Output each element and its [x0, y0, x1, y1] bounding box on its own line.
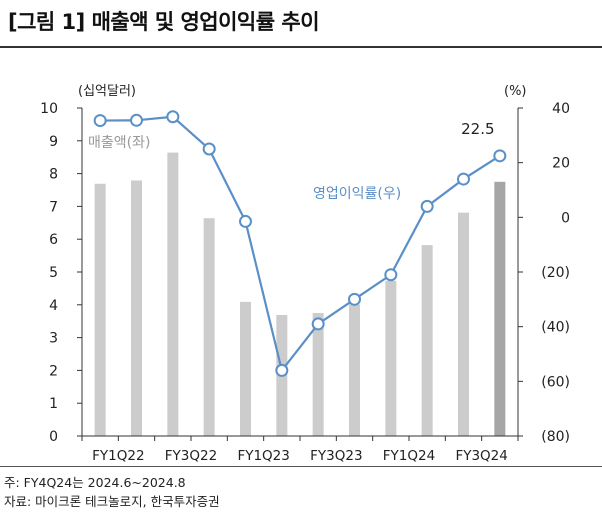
- bar-FY3Q24: [458, 212, 469, 436]
- margin-point-FY2Q23: [275, 363, 289, 377]
- margin-point-FY1Q23: [239, 214, 252, 228]
- right-tick-label: 40: [552, 101, 570, 117]
- bar-FY4Q24: [494, 181, 506, 436]
- x-tick-label: FY3Q22: [165, 448, 217, 464]
- left-tick-label: 8: [49, 167, 58, 183]
- right-tick-label: (80): [541, 429, 570, 445]
- title-divider: [0, 46, 602, 48]
- bar-FY3Q23: [312, 313, 324, 436]
- margin-point-FY2Q22: [130, 113, 143, 127]
- left-tick-label: 5: [49, 265, 58, 281]
- left-tick-label: 3: [49, 331, 58, 347]
- bar-FY3Q22: [167, 152, 179, 436]
- margin-point-FY3Q23: [311, 317, 325, 331]
- left-tick-label: 4: [49, 298, 58, 314]
- data-label: 22.5: [461, 120, 494, 138]
- series-label-revenue: 매출액(좌): [88, 135, 150, 151]
- chart: 0 1 2 3 4 5 6 7 8 9 10 (80) (60) (40) (20) 0 20 40 FY1Q22 F…: [40, 84, 570, 464]
- left-tick-label: 2: [49, 363, 58, 379]
- left-tick-label: 7: [49, 199, 58, 215]
- left-tick-label: 9: [49, 134, 58, 150]
- left-axis-unit: (십억달러): [78, 84, 136, 99]
- margin-line: [100, 115, 501, 373]
- margin-point-FY4Q23: [348, 292, 361, 306]
- x-tick-label: FY3Q23: [310, 448, 362, 464]
- margin-point-FY3Q22: [166, 110, 180, 124]
- bar-FY1Q23: [240, 301, 251, 436]
- right-tick-label: (40): [541, 320, 570, 336]
- bar-FY2Q24: [421, 245, 433, 436]
- right-tick-label: 0: [561, 210, 570, 226]
- right-axis-unit: (%): [504, 84, 527, 99]
- footnote: 주: FY4Q24는 2024.6~2024.8: [4, 475, 186, 490]
- left-tick-label: 1: [49, 396, 58, 412]
- margin-point-FY3Q24: [457, 172, 470, 186]
- x-tick-label: FY3Q24: [455, 448, 507, 464]
- x-tick-label: FY1Q23: [237, 448, 289, 464]
- bar-FY1Q24: [385, 280, 397, 436]
- series-label-margin: 영업이익률(우): [313, 186, 401, 202]
- bar-FY4Q22: [203, 218, 215, 436]
- figure-title: [그림 1] 매출액 및 영업이익률 추이: [8, 10, 320, 34]
- left-tick-label: 6: [49, 232, 58, 248]
- bar-FY2Q22: [131, 180, 142, 436]
- bar-FY4Q23: [349, 304, 360, 436]
- margin-point-FY4Q24: [493, 149, 507, 163]
- margin-point-FY4Q22: [202, 142, 216, 156]
- right-tick-label: (20): [541, 265, 570, 281]
- left-tick-label: 10: [40, 101, 58, 117]
- margin-point-FY2Q24: [420, 199, 434, 213]
- axes: 0 1 2 3 4 5 6 7 8 9 10 (80) (60) (40) (20) 0 20 40 FY1Q22 F…: [40, 101, 570, 464]
- line-series: 22.5: [93, 110, 507, 377]
- footer-divider: [0, 466, 602, 467]
- x-tick-label: FY1Q22: [92, 448, 144, 464]
- x-tick-label: FY1Q24: [383, 448, 435, 464]
- source-note: 자료: 마이크론 테크놀로지, 한국투자증권: [4, 494, 220, 509]
- bar-FY1Q22: [94, 183, 106, 436]
- left-tick-label: 0: [49, 429, 58, 445]
- margin-point-FY1Q24: [384, 268, 398, 282]
- right-tick-label: (60): [541, 374, 570, 390]
- margin-point-FY1Q22: [93, 114, 107, 128]
- right-tick-label: 20: [552, 156, 570, 172]
